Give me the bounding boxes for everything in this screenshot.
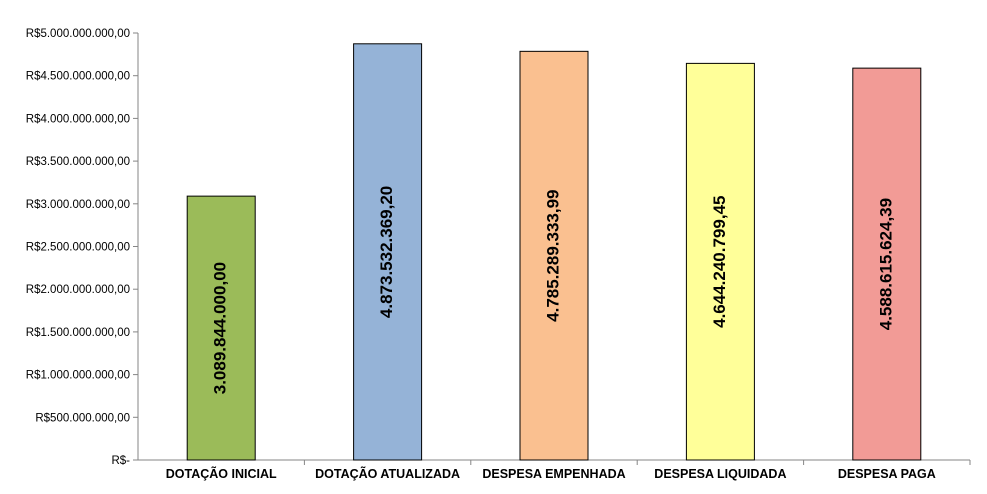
y-tick-label: R$4.500.000.000,00 — [26, 71, 130, 83]
y-axis-ticks: R$- R$500.000.000,00 R$1.000.000.000,00 R$1… — [26, 28, 138, 467]
x-axis-labels: DOTAÇÃO INICIAL DOTAÇÃO ATUALIZADA DESPESA… — [166, 460, 971, 481]
data-label: 4.785.289.333,99 — [543, 189, 562, 321]
y-tick-label: R$3.500.000.000,00 — [26, 156, 130, 168]
y-tick-label: R$2.000.000.000,00 — [26, 284, 130, 296]
data-label: 3.089.844.000,00 — [211, 262, 230, 394]
bar — [519, 50, 589, 461]
y-tick-label: R$5.000.000.000,00 — [26, 28, 130, 40]
data-labels: 3.089.844.000,00 4.873.532.369,20 4.785.28… — [211, 186, 896, 395]
data-label: 4.588.615.624,39 — [876, 198, 895, 330]
x-tick-label: DESPESA LIQUIDADA — [654, 467, 786, 481]
y-tick-label: R$2.500.000.000,00 — [26, 242, 130, 254]
y-tick-label: R$500.000.000,00 — [35, 412, 130, 424]
bar — [353, 43, 423, 461]
data-label: 4.644.240.799,45 — [710, 196, 729, 328]
y-tick-label: R$1.000.000.000,00 — [26, 370, 130, 382]
bar — [186, 195, 256, 461]
bars — [186, 43, 922, 461]
y-tick-label: R$3.000.000.000,00 — [26, 199, 130, 211]
data-label: 4.873.532.369,20 — [377, 186, 396, 318]
y-tick-label: R$4.000.000.000,00 — [26, 113, 130, 125]
x-tick-label: DESPESA PAGA — [838, 467, 936, 481]
y-tick-label: R$1.500.000.000,00 — [26, 327, 130, 339]
bar — [685, 62, 755, 461]
x-tick-label: DOTAÇÃO ATUALIZADA — [315, 466, 460, 481]
x-tick-label: DOTAÇÃO INICIAL — [166, 466, 277, 481]
x-tick-label: DESPESA EMPENHADA — [482, 467, 625, 481]
bar — [852, 67, 922, 461]
y-tick-label: R$- — [111, 455, 130, 467]
